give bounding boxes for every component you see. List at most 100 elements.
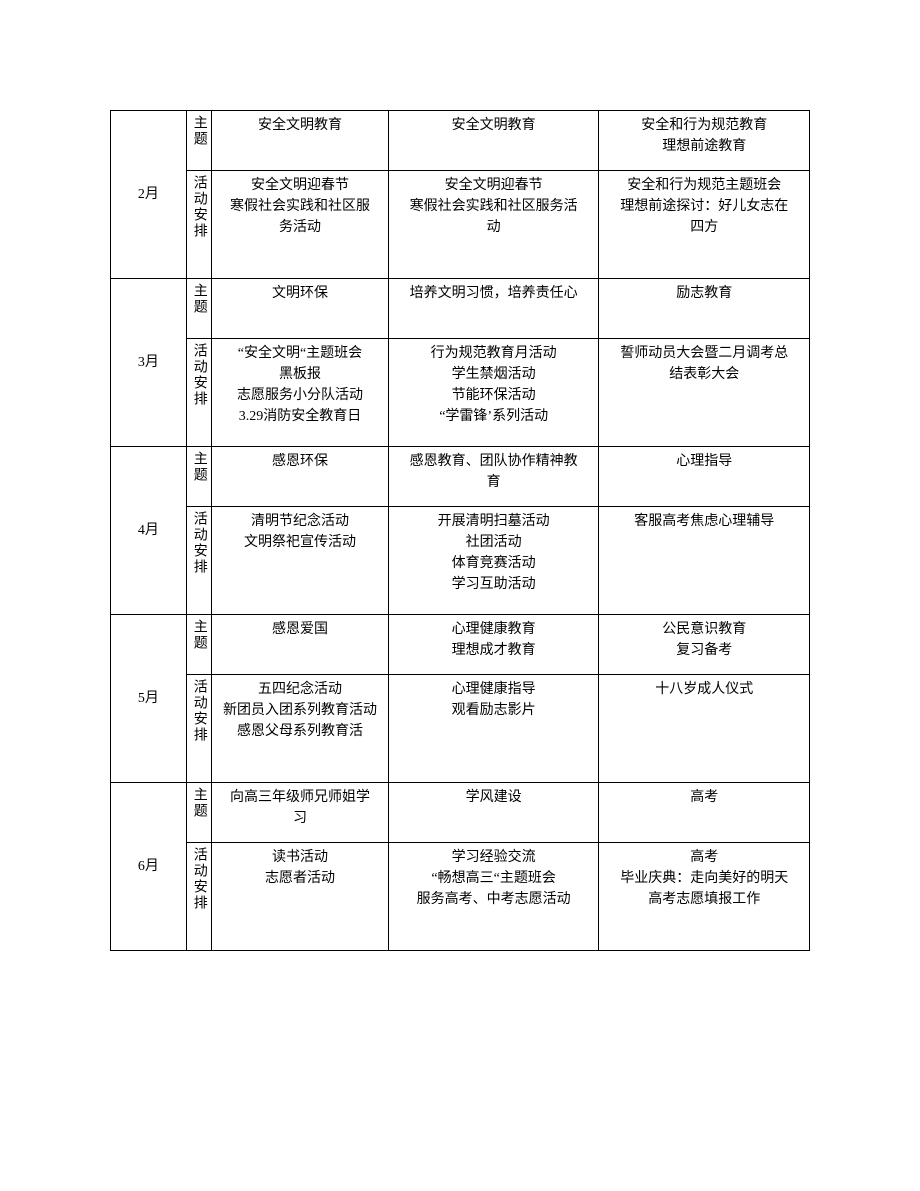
activity-label: 活动安排	[186, 339, 211, 447]
activity-col-a: “安全文明“主题班会黑板报志愿服务小分队活动3.29消防安全教育日	[212, 339, 389, 447]
text-line: 感恩爱国	[272, 619, 328, 640]
theme-col-a: 感恩环保	[212, 447, 389, 507]
text-line: 理想前途探讨：好儿女志在	[620, 196, 788, 217]
text-line: 心理指导	[676, 451, 732, 472]
text-line: 行为规范教育月活动	[431, 343, 557, 364]
text-line: 志愿服务小分队活动	[237, 385, 363, 406]
text-line: 社团活动	[466, 532, 522, 553]
theme-label-text: 主题	[189, 619, 210, 651]
activity-label-text: 活动安排	[189, 175, 210, 239]
activity-col-c: 十八岁成人仪式	[599, 675, 810, 783]
activity-col-c: 安全和行为规范主题班会理想前途探讨：好儿女志在四方	[599, 171, 810, 279]
theme-col-b: 培养文明习惯，培养责任心	[388, 279, 599, 339]
text-line: 黑板报	[279, 364, 321, 385]
text-line: 理想前途教育	[662, 136, 746, 157]
month-theme-row: 6月主题向高三年级师兄师姐学习学风建设高考	[111, 783, 810, 843]
text-line: 励志教育	[676, 283, 732, 304]
theme-col-b-content: 培养文明习惯，培养责任心	[393, 283, 595, 304]
text-line: 新团员入团系列教育活动	[223, 700, 377, 721]
theme-col-c-content: 高考	[603, 787, 805, 808]
activity-col-a-content: 安全文明迎春节寒假社会实践和社区服务活动	[216, 175, 384, 238]
theme-col-c: 心理指导	[599, 447, 810, 507]
text-line: 客服高考焦虑心理辅导	[634, 511, 774, 532]
month-activity-row: 活动安排 五四纪念活动新团员入团系列教育活动感恩父母系列教育活 心理健康指导观看励志…	[111, 675, 810, 783]
text-line: 四方	[690, 217, 718, 238]
theme-col-c: 安全和行为规范教育理想前途教育	[599, 111, 810, 171]
text-line: “学雷锋’系列活动	[439, 406, 548, 427]
activity-col-b-content: 安全文明迎春节寒假社会实践和社区服务活动	[393, 175, 595, 238]
theme-col-c: 高考	[599, 783, 810, 843]
text-line: 文明环保	[272, 283, 328, 304]
activity-col-b: 心理健康指导观看励志影片	[388, 675, 599, 783]
activity-label-text: 活动安排	[189, 511, 210, 575]
activity-label-text: 活动安排	[189, 679, 210, 743]
text-line: 寒假社会实践和社区服务活	[410, 196, 578, 217]
theme-col-c-content: 励志教育	[603, 283, 805, 304]
activity-col-b: 行为规范教育月活动学生禁烟活动节能环保活动“学雷锋’系列活动	[388, 339, 599, 447]
text-line: 动	[487, 217, 501, 238]
activity-col-a-content: 读书活动志愿者活动	[216, 847, 384, 889]
activity-label-text: 活动安排	[189, 847, 210, 911]
activity-col-a: 安全文明迎春节寒假社会实践和社区服务活动	[212, 171, 389, 279]
theme-col-b-content: 心理健康教育理想成才教育	[393, 619, 595, 661]
activity-label: 活动安排	[186, 675, 211, 783]
activity-col-c-content: 高考毕业庆典：走向美好的明天高考志愿填报工作	[603, 847, 805, 910]
text-line: 感恩教育、团队协作精神教	[410, 451, 578, 472]
theme-col-a-content: 文明环保	[216, 283, 384, 304]
text-line: 心理健康指导	[452, 679, 536, 700]
text-line: 心理健康教育	[452, 619, 536, 640]
theme-label-text: 主题	[189, 787, 210, 819]
activity-col-c-content: 客服高考焦虑心理辅导	[603, 511, 805, 532]
text-line: 学生禁烟活动	[452, 364, 536, 385]
theme-col-a: 文明环保	[212, 279, 389, 339]
text-line: 安全文明迎春节	[445, 175, 543, 196]
month-theme-row: 2月主题安全文明教育安全文明教育安全和行为规范教育理想前途教育	[111, 111, 810, 171]
text-line: 开展清明扫墓活动	[438, 511, 550, 532]
schedule-table: 2月主题安全文明教育安全文明教育安全和行为规范教育理想前途教育活动安排安全文明迎…	[110, 110, 810, 951]
table-body: 2月主题安全文明教育安全文明教育安全和行为规范教育理想前途教育活动安排安全文明迎…	[111, 111, 810, 951]
theme-col-a: 安全文明教育	[212, 111, 389, 171]
activity-col-a-content: 清明节纪念活动文明祭祀宣传活动	[216, 511, 384, 553]
text-line: 安全文明迎春节	[251, 175, 349, 196]
text-line: 清明节纪念活动	[251, 511, 349, 532]
activity-col-b-content: 行为规范教育月活动学生禁烟活动节能环保活动“学雷锋’系列活动	[393, 343, 595, 427]
activity-col-c-content: 誓师动员大会暨二月调考总结表彰大会	[603, 343, 805, 385]
text-line: 感恩父母系列教育活	[237, 721, 363, 742]
activity-col-b-content: 开展清明扫墓活动社团活动体育竞赛活动学习互助活动	[393, 511, 595, 595]
text-line: 习	[293, 808, 307, 829]
text-line: 十八岁成人仪式	[655, 679, 753, 700]
text-line: 服务高考、中考志愿活动	[417, 889, 571, 910]
month-theme-row: 3月主题文明环保培养文明习惯，培养责任心励志教育	[111, 279, 810, 339]
text-line: 学习互助活动	[452, 574, 536, 595]
text-line: 理想成才教育	[452, 640, 536, 661]
text-line: 安全文明教育	[258, 115, 342, 136]
activity-label: 活动安排	[186, 507, 211, 615]
activity-label: 活动安排	[186, 843, 211, 951]
month-theme-row: 5月主题感恩爱国心理健康教育理想成才教育公民意识教育复习备考	[111, 615, 810, 675]
theme-col-b-content: 学风建设	[393, 787, 595, 808]
text-line: 观看励志影片	[452, 700, 536, 721]
theme-col-b-content: 安全文明教育	[393, 115, 595, 136]
theme-col-a-content: 感恩爱国	[216, 619, 384, 640]
text-line: 公民意识教育	[662, 619, 746, 640]
month-cell: 6月	[111, 783, 187, 951]
activity-col-c-content: 十八岁成人仪式	[603, 679, 805, 700]
month-cell: 2月	[111, 111, 187, 279]
text-line: “畅想高三“主题班会	[431, 868, 555, 889]
theme-col-c-content: 安全和行为规范教育理想前途教育	[603, 115, 805, 157]
month-activity-row: 活动安排“安全文明“主题班会黑板报志愿服务小分队活动3.29消防安全教育日行为规…	[111, 339, 810, 447]
theme-label-text: 主题	[189, 115, 210, 147]
activity-col-b: 开展清明扫墓活动社团活动体育竞赛活动学习互助活动	[388, 507, 599, 615]
activity-label-text: 活动安排	[189, 343, 210, 407]
activity-col-c: 高考毕业庆典：走向美好的明天高考志愿填报工作	[599, 843, 810, 951]
theme-col-b: 安全文明教育	[388, 111, 599, 171]
text-line: 五四纪念活动	[258, 679, 342, 700]
month-cell: 3月	[111, 279, 187, 447]
text-line: 高考	[690, 787, 718, 808]
text-line: 复习备考	[676, 640, 732, 661]
theme-col-a: 感恩爱国	[212, 615, 389, 675]
text-line: 读书活动	[272, 847, 328, 868]
month-activity-row: 活动安排清明节纪念活动文明祭祀宣传活动开展清明扫墓活动社团活动体育竞赛活动学习互…	[111, 507, 810, 615]
activity-col-a-content: “安全文明“主题班会黑板报志愿服务小分队活动3.29消防安全教育日	[216, 343, 384, 427]
month-theme-row: 4月主题感恩环保感恩教育、团队协作精神教育心理指导	[111, 447, 810, 507]
